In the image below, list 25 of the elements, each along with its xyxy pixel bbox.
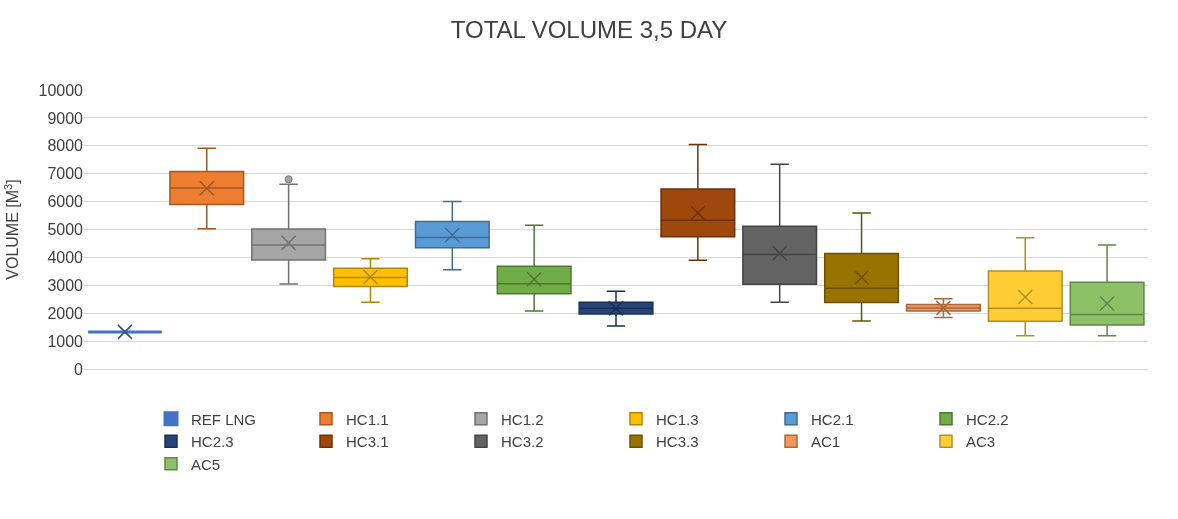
- chart-title: TOTAL VOLUME 3,5 DAY: [450, 15, 728, 43]
- legend-label: AC5: [191, 455, 221, 473]
- legend-label: HC2.2: [966, 410, 1009, 428]
- y-tick-label: 3000: [47, 276, 84, 294]
- legend-label: HC1.3: [656, 410, 699, 428]
- legend-label: HC1.1: [346, 410, 389, 428]
- y-tick-label: 7000: [47, 165, 84, 183]
- legend-label: HC2.1: [811, 410, 854, 428]
- legend-label: AC3: [966, 433, 996, 451]
- legend-label: HC3.3: [656, 433, 699, 451]
- y-tick-label: 0: [74, 360, 84, 378]
- y-tick-label: 4000: [47, 249, 84, 266]
- legend-label: HC2.3: [191, 433, 234, 451]
- legend-label: AC1: [811, 433, 841, 451]
- legend-label: REF LNG: [191, 410, 257, 428]
- y-tick-label: 8000: [47, 137, 84, 155]
- y-tick-label: 9000: [47, 109, 84, 127]
- y-tick-label: 2000: [47, 304, 84, 322]
- y-tick-label: 5000: [47, 221, 84, 239]
- legend-label: HC3.2: [501, 433, 544, 451]
- legend-label: HC3.1: [346, 433, 389, 451]
- legend-label: HC1.2: [501, 410, 544, 428]
- y-tick-label: 6000: [47, 193, 84, 211]
- y-tick-label: 1000: [47, 332, 84, 350]
- y-tick-label: 10000: [38, 81, 84, 99]
